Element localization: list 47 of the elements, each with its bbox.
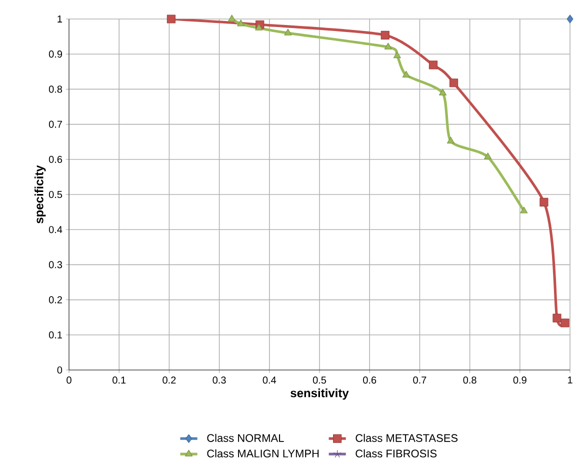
x-tick-label: 0.5: [312, 376, 326, 384]
y-tick-label: 0.1: [48, 331, 62, 338]
y-tick-label: 0.3: [48, 261, 62, 268]
point: [384, 42, 392, 50]
x-tick-label: 0.8: [463, 376, 476, 384]
x-tick-label: 0.1: [112, 376, 126, 384]
point: [540, 198, 548, 207]
x-tick-label: 0.4: [262, 376, 276, 384]
y-tick-label: 0.6: [48, 156, 62, 163]
point: [484, 152, 492, 160]
x-tick-label: 0.6: [363, 376, 376, 384]
point: [380, 30, 390, 40]
legend-label: Class MALIGN LYMPH: [207, 449, 319, 458]
y-tick-label: 0.9: [48, 50, 62, 58]
point: [255, 24, 263, 30]
y-tick-label: 0.4: [48, 226, 62, 234]
legend-label: Class FIBROSIS: [356, 449, 437, 458]
y-axis-title: specificity: [34, 165, 46, 224]
x-tick-label: 1: [568, 376, 572, 384]
point: [552, 314, 562, 322]
point: [428, 60, 438, 70]
x-tick-label: 0.2: [162, 376, 176, 384]
point: [560, 318, 570, 328]
y-tick-label: 0.8: [48, 86, 62, 93]
point: [520, 206, 528, 214]
legend-label: Class NORMAL: [207, 434, 284, 442]
x-tick-label: 0.7: [413, 376, 426, 384]
y-tick-label: 0.5: [48, 190, 62, 198]
y-tick-label: 0.2: [48, 296, 62, 304]
x-tick-label: 0.9: [513, 376, 526, 384]
y-tick-label: 0.7: [48, 120, 62, 128]
x-tick-label: 0: [66, 376, 72, 384]
y-tick-label: 0: [57, 366, 62, 374]
point: [402, 70, 410, 78]
point: [393, 52, 401, 58]
point: [284, 28, 292, 36]
point: [449, 78, 458, 88]
x-axis-title: sensitivity: [290, 388, 349, 400]
point: [566, 14, 574, 24]
point: [228, 14, 236, 22]
x-tick-label: 0.3: [212, 376, 226, 384]
point: [237, 20, 245, 26]
point: [166, 14, 176, 24]
point: [438, 88, 447, 96]
point: [447, 136, 455, 144]
legend-label: Class METASTASES: [356, 434, 458, 442]
y-tick-label: 1: [58, 16, 62, 22]
